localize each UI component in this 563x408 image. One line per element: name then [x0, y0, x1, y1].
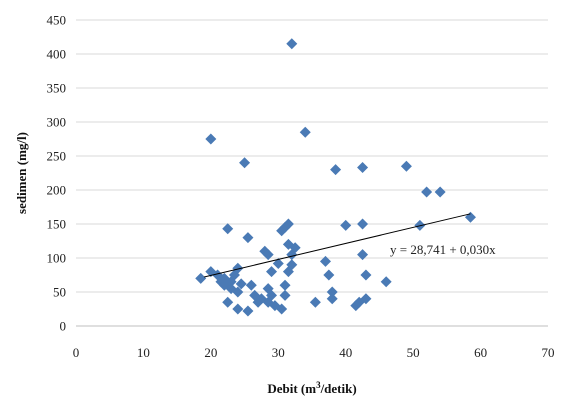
data-point	[279, 289, 291, 301]
data-point	[282, 218, 294, 230]
y-axis-title: sedimen (mg/l)	[14, 132, 29, 214]
x-axis-title-main: Debit (m	[267, 381, 316, 396]
trendline-equation: y = 28,741 + 0,030x	[390, 242, 496, 257]
x-tick-label: 10	[137, 345, 150, 360]
data-point	[222, 296, 234, 308]
data-point	[232, 303, 244, 315]
y-tick-label: 400	[47, 47, 67, 62]
x-tick-label: 70	[542, 345, 555, 360]
data-point	[319, 255, 331, 267]
y-tick-label: 200	[47, 183, 67, 198]
data-point	[239, 157, 251, 169]
x-tick-label: 50	[407, 345, 420, 360]
data-point	[232, 262, 244, 274]
data-point	[400, 160, 412, 172]
data-point	[464, 211, 476, 223]
x-axis-title: Debit (m3/detik)	[267, 380, 356, 396]
y-tick-label: 450	[47, 13, 67, 28]
x-tick-label: 60	[474, 345, 487, 360]
data-point	[357, 249, 369, 261]
data-point	[279, 279, 291, 291]
x-tick-labels: 0 10 20 30 40 50 60 70	[73, 345, 555, 360]
data-point	[434, 186, 446, 198]
data-point	[235, 278, 247, 290]
data-point	[286, 38, 298, 50]
data-point	[222, 223, 234, 235]
data-point	[195, 272, 207, 284]
data-point	[357, 218, 369, 230]
data-point	[276, 303, 288, 315]
y-tick-labels: 0 50 100 150 200 250 300 350 400 450	[47, 13, 67, 334]
x-tick-label: 20	[204, 345, 217, 360]
data-point	[272, 257, 284, 269]
data-point	[289, 242, 301, 254]
data-point	[357, 162, 369, 174]
data-point	[360, 293, 372, 305]
data-point	[266, 289, 278, 301]
x-axis-title-superscript: 3	[316, 380, 321, 390]
x-tick-label: 30	[272, 345, 285, 360]
x-tick-label: 40	[339, 345, 352, 360]
y-tick-label: 350	[47, 81, 67, 96]
data-point	[360, 269, 372, 281]
trendline	[203, 213, 471, 278]
y-tick-label: 50	[53, 285, 66, 300]
data-point	[340, 219, 352, 231]
data-point	[245, 279, 257, 291]
y-tick-label: 0	[60, 319, 67, 334]
data-points	[195, 38, 476, 317]
data-point	[232, 286, 244, 298]
data-point	[309, 296, 321, 308]
grid-lines	[76, 19, 548, 293]
data-point	[259, 245, 271, 257]
data-point	[286, 259, 298, 271]
data-point	[262, 249, 274, 261]
data-point	[326, 286, 338, 298]
data-point	[380, 276, 392, 288]
data-point	[326, 293, 338, 305]
data-point	[330, 164, 342, 176]
data-point	[299, 126, 311, 138]
data-point	[421, 186, 433, 198]
x-tick-label: 0	[73, 345, 80, 360]
y-tick-label: 150	[47, 217, 67, 232]
data-point	[242, 305, 254, 317]
y-tick-label: 300	[47, 115, 67, 130]
x-axis-title-tail: /detik)	[320, 381, 357, 396]
y-tick-label: 100	[47, 251, 67, 266]
y-tick-label: 250	[47, 149, 67, 164]
data-point	[205, 133, 217, 145]
data-point	[242, 232, 254, 244]
data-point	[323, 269, 335, 281]
data-point	[266, 266, 278, 278]
